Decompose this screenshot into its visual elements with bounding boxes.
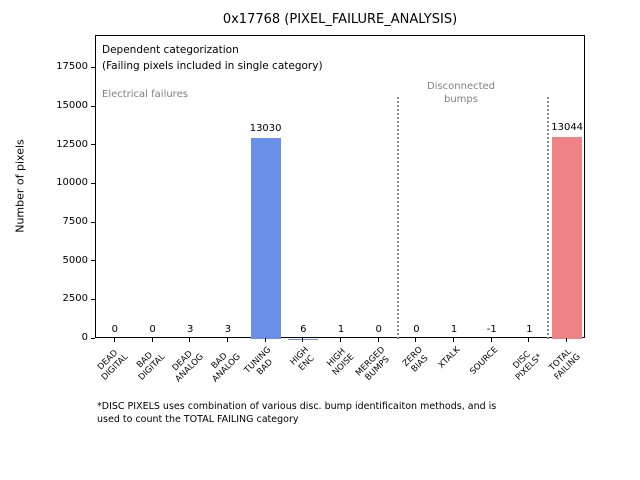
x-tick-label: TUNING BAD: [243, 345, 276, 378]
x-tick-label: SOURCE: [467, 345, 500, 377]
x-tick-mark: [151, 338, 153, 342]
bar-value-label: 0: [413, 324, 420, 335]
y-tick-mark: [91, 105, 95, 107]
x-tick-mark: [490, 338, 492, 342]
x-tick-mark: [264, 338, 266, 342]
y-tick-label: 0: [81, 332, 88, 343]
y-tick-label: 12500: [56, 138, 88, 150]
y-tick-mark: [91, 260, 95, 262]
bar-value-label: 0: [375, 324, 382, 335]
x-tick-mark: [302, 338, 304, 342]
bar-value-label: 0: [111, 324, 119, 335]
x-tick-mark: [415, 338, 417, 342]
y-tick-label: 5000: [62, 254, 88, 266]
category-separator-line: [396, 96, 399, 339]
chart-title: 0x17768 (PIXEL_FAILURE_ANALYSIS): [222, 12, 458, 27]
x-tick-mark: [377, 338, 379, 342]
plot-area: Dependent categorization (Failing pixels…: [95, 35, 585, 339]
bar-value-label: 6: [300, 323, 307, 335]
x-tick-label: BAD DIGITAL: [135, 350, 168, 383]
x-tick-label: ZERO BIAS: [400, 345, 431, 375]
y-tick-mark: [91, 182, 95, 184]
x-tick-mark: [453, 338, 455, 342]
x-tick-label: HIGH NOISE: [324, 346, 357, 378]
annotation-electrical-failures: Electrical failures: [102, 89, 188, 100]
y-tick-mark: [91, 66, 95, 68]
y-tick-mark: [91, 221, 95, 223]
x-tick-label: DISC PIXELS*: [511, 349, 545, 383]
x-tick-label: TOTAL FAILING: [547, 346, 583, 383]
bar-value-label: 0: [149, 324, 156, 335]
bar-value-label: 3: [224, 323, 232, 335]
x-tick-label: DEAD DIGITAL: [95, 348, 131, 383]
footnote: *DISC PIXELS uses combination of various…: [97, 401, 497, 425]
bar-value-label: 13044: [551, 122, 584, 134]
x-tick-mark: [226, 338, 228, 342]
y-tick-mark: [91, 298, 95, 300]
x-tick-label: BAD ANALOG: [209, 351, 244, 385]
category-separator-line: [547, 96, 550, 339]
y-tick-label: 2500: [62, 293, 88, 305]
bar-tuning-bad: [250, 137, 281, 339]
y-tick-label: 10000: [56, 177, 88, 189]
y-tick-mark: [91, 337, 95, 339]
x-tick-mark: [113, 338, 115, 342]
x-tick-label: XTALK: [436, 345, 463, 371]
y-axis-label: Number of pixels: [13, 139, 27, 233]
bar-value-label: -1: [486, 324, 497, 335]
bar-value-label: 1: [526, 323, 533, 335]
bar-value-label: 1: [337, 323, 345, 335]
y-tick-label: 7500: [62, 216, 88, 228]
x-tick-label: MERGED BUMPS: [353, 345, 392, 383]
y-tick-mark: [91, 144, 95, 146]
bar-total-failing: [552, 137, 583, 339]
x-tick-mark: [566, 338, 568, 342]
x-tick-mark: [528, 338, 530, 342]
annotation-dependent-categorization: Dependent categorization (Failing pixels…: [102, 44, 323, 72]
x-tick-label: DEAD ANALOG: [170, 349, 206, 385]
annotation-disconnected-bumps: Disconnected bumps: [426, 81, 496, 105]
x-tick-label: HIGH ENC: [288, 345, 318, 374]
x-tick-mark: [340, 338, 341, 342]
y-tick-label: 17500: [56, 61, 88, 73]
x-tick-mark: [189, 338, 191, 342]
bar-value-label: 1: [450, 323, 458, 335]
bar-value-label: 3: [187, 323, 194, 335]
y-tick-label: 15000: [56, 100, 88, 112]
bar-value-label: 13030: [249, 122, 282, 134]
